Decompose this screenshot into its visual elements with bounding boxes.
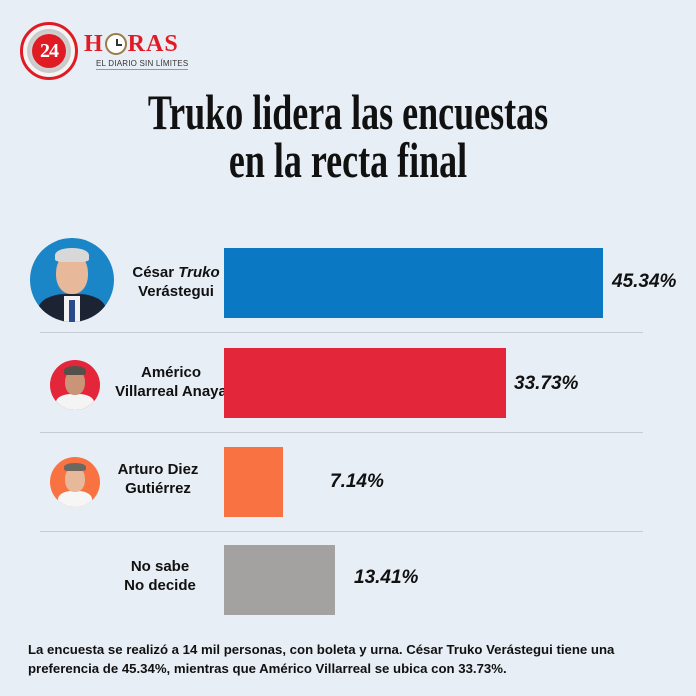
chart-row-arturo: Arturo Diez Gutiérrez 7.14%	[0, 432, 696, 532]
value-label: 7.14%	[330, 471, 384, 492]
bar-arturo	[224, 447, 283, 517]
logo-tagline: EL DIARIO SIN LÍMITES	[96, 59, 189, 70]
candidate-photo-americo	[50, 360, 100, 410]
candidate-name: Arturo Diez Gutiérrez	[117, 461, 199, 497]
candidate-name: César Truko Verástegui	[132, 264, 220, 300]
row-divider	[40, 432, 643, 433]
value-label: 13.41%	[354, 567, 419, 588]
logo-badge: 24	[20, 22, 78, 80]
logo-number: 24	[32, 34, 66, 68]
candidate-name: Américo Villarreal Anaya	[115, 364, 227, 400]
chart-row-truko: César Truko Verástegui 45.34%	[0, 233, 696, 333]
footnote: La encuesta se realizó a 14 mil personas…	[28, 642, 615, 676]
category-name: No sabe No decide	[124, 558, 196, 594]
logo-wordmark: H RAS	[84, 31, 179, 57]
chart-row-americo: Américo Villarreal Anaya 33.73%	[0, 333, 696, 433]
clock-icon	[104, 33, 127, 55]
chart-title: Truko lidera las encuestas en la recta f…	[147, 84, 549, 188]
chart-row-undecided: No sabe No decide 13.41%	[0, 530, 696, 630]
row-divider	[40, 332, 643, 333]
value-label: 45.34%	[612, 271, 677, 292]
value-label: 33.73%	[514, 373, 579, 394]
bar-americo	[224, 348, 506, 418]
bar-undecided	[224, 545, 335, 615]
candidate-photo-truko	[30, 238, 114, 322]
bar-truko	[224, 248, 603, 318]
brand-logo: 24 H RAS EL DIARIO SIN LÍMITES	[20, 22, 189, 80]
row-divider	[40, 531, 643, 532]
candidate-photo-arturo	[50, 457, 100, 507]
